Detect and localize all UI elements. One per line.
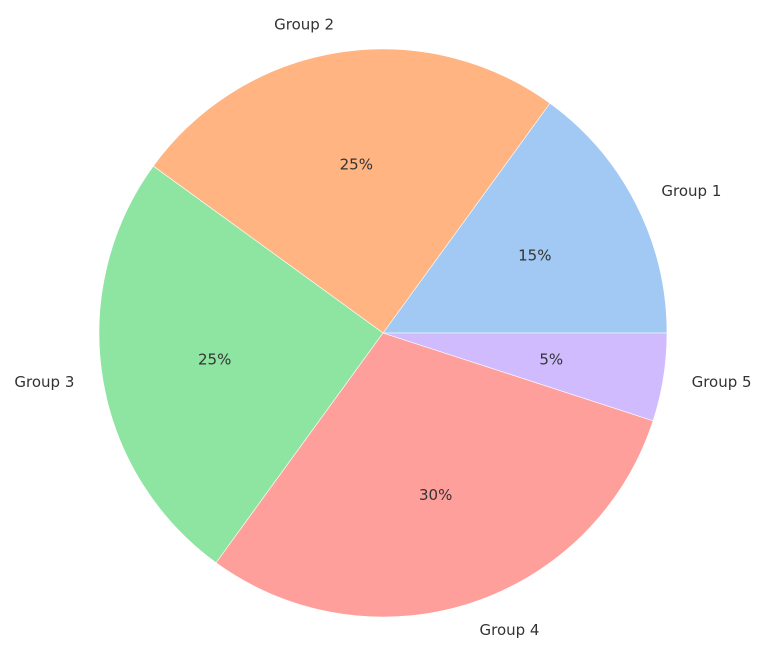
pie-slice-group-2	[152, 48, 551, 334]
pie-slices	[98, 48, 668, 618]
percent-label-group-3: 25%	[198, 351, 231, 369]
category-labels: Group 1 Group 2 Group 3 Group 4 Group 5	[14, 15, 751, 639]
category-label-group-3: Group 3	[14, 373, 74, 391]
percent-labels: 15% 25% 25% 30% 5%	[198, 156, 563, 504]
percent-label-group-2: 25%	[340, 156, 373, 174]
pie-slice-group-3	[98, 165, 384, 564]
category-label-group-5: Group 5	[692, 373, 752, 391]
pie-slice-group-4	[215, 332, 654, 618]
percent-label-group-1: 15%	[518, 247, 551, 265]
percent-label-group-4: 30%	[419, 486, 452, 504]
category-label-group-1: Group 1	[661, 182, 721, 200]
pie-slice-group-5	[382, 332, 668, 422]
pie-slice-group-1	[382, 102, 668, 334]
category-label-group-4: Group 4	[480, 621, 540, 639]
category-label-group-2: Group 2	[274, 15, 334, 33]
percent-label-group-5: 5%	[539, 351, 563, 369]
